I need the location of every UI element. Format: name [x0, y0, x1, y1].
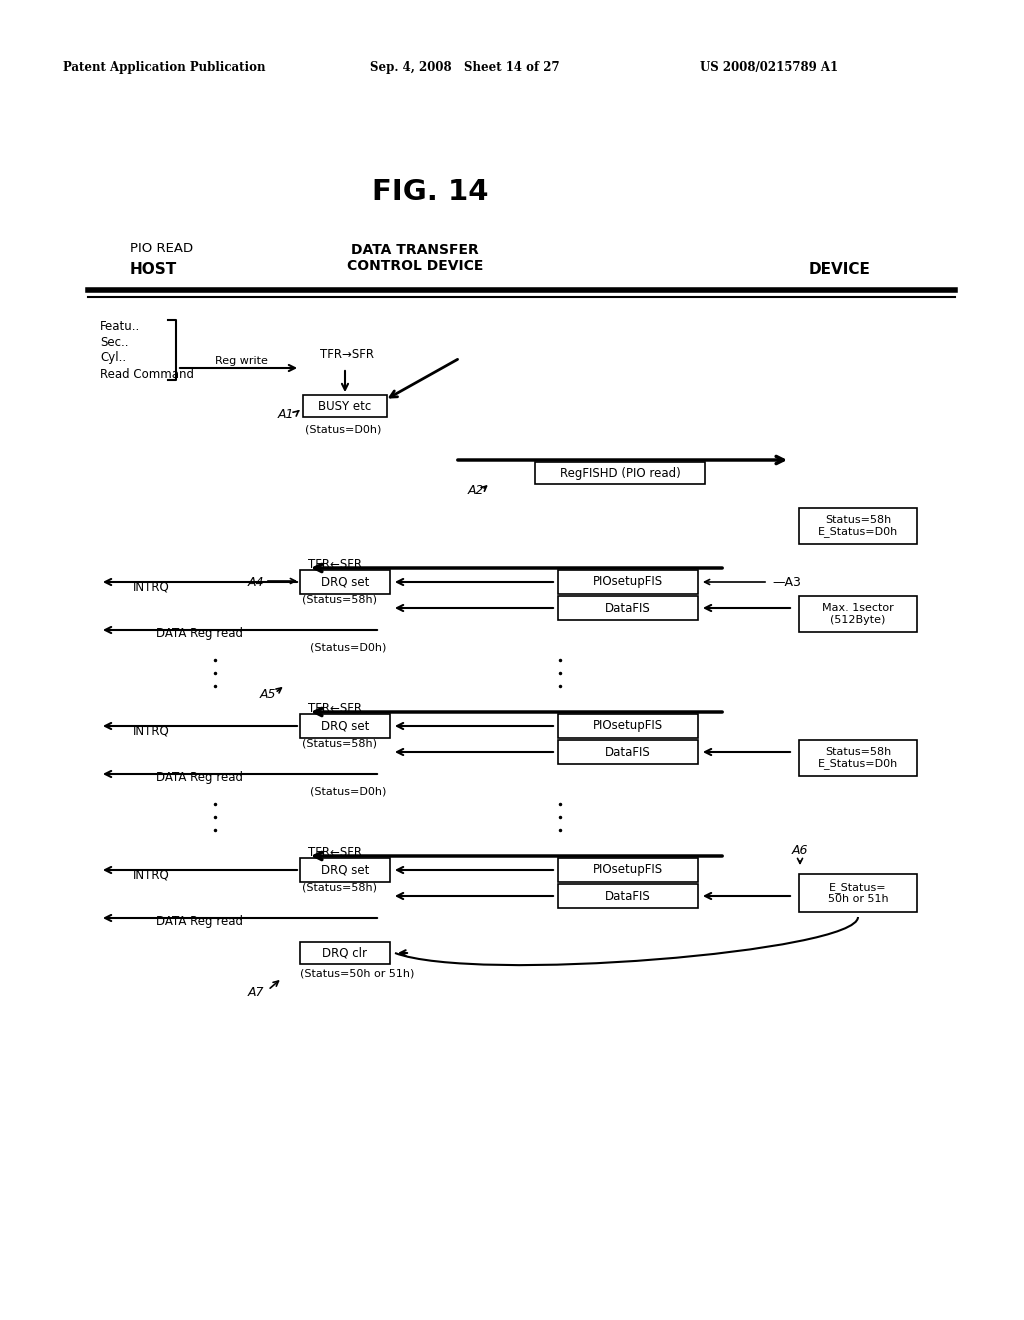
- Text: A5: A5: [260, 689, 276, 701]
- Text: DRQ clr: DRQ clr: [323, 946, 368, 960]
- Text: Reg write: Reg write: [215, 356, 268, 366]
- Text: HOST: HOST: [130, 263, 177, 277]
- FancyBboxPatch shape: [558, 714, 698, 738]
- FancyBboxPatch shape: [799, 597, 918, 632]
- Text: PIOsetupFIS: PIOsetupFIS: [593, 576, 664, 589]
- Text: TFR→SFR: TFR→SFR: [319, 347, 374, 360]
- Text: (Status=D0h): (Status=D0h): [310, 785, 386, 796]
- FancyBboxPatch shape: [535, 462, 705, 484]
- Text: DRQ set: DRQ set: [321, 863, 370, 876]
- FancyBboxPatch shape: [799, 508, 918, 544]
- FancyBboxPatch shape: [300, 858, 390, 882]
- FancyBboxPatch shape: [303, 395, 387, 417]
- Text: DataFIS: DataFIS: [605, 602, 651, 615]
- Text: TFR←SFR: TFR←SFR: [308, 557, 362, 570]
- FancyBboxPatch shape: [558, 597, 698, 620]
- Text: Max. 1sector
(512Byte): Max. 1sector (512Byte): [822, 603, 894, 624]
- Text: TFR←SFR: TFR←SFR: [308, 846, 362, 858]
- Text: A1: A1: [278, 408, 295, 421]
- Text: DEVICE: DEVICE: [809, 263, 871, 277]
- Text: Status=58h
E_Status=D0h: Status=58h E_Status=D0h: [818, 747, 898, 770]
- Text: (Status=D0h): (Status=D0h): [305, 425, 381, 436]
- FancyBboxPatch shape: [799, 741, 918, 776]
- Text: PIO READ: PIO READ: [130, 242, 194, 255]
- FancyBboxPatch shape: [558, 858, 698, 882]
- Text: INTRQ: INTRQ: [133, 725, 170, 738]
- FancyBboxPatch shape: [300, 570, 390, 594]
- Text: DATA Reg read: DATA Reg read: [157, 916, 244, 928]
- Text: (Status=D0h): (Status=D0h): [310, 642, 386, 652]
- Text: Featu..: Featu..: [100, 319, 140, 333]
- Text: Read Command: Read Command: [100, 367, 194, 380]
- Text: DataFIS: DataFIS: [605, 746, 651, 759]
- Text: A4: A4: [248, 576, 264, 589]
- Text: (Status=58h): (Status=58h): [302, 595, 377, 605]
- FancyBboxPatch shape: [799, 874, 918, 912]
- FancyBboxPatch shape: [300, 942, 390, 964]
- Text: A7: A7: [248, 986, 264, 998]
- Text: PIOsetupFIS: PIOsetupFIS: [593, 719, 664, 733]
- FancyBboxPatch shape: [300, 714, 390, 738]
- Text: A6: A6: [792, 843, 809, 857]
- Text: DataFIS: DataFIS: [605, 890, 651, 903]
- Text: TFR←SFR: TFR←SFR: [308, 701, 362, 714]
- Text: Status=58h
E_Status=D0h: Status=58h E_Status=D0h: [818, 515, 898, 537]
- Text: FIG. 14: FIG. 14: [372, 178, 488, 206]
- Text: INTRQ: INTRQ: [133, 581, 170, 594]
- FancyBboxPatch shape: [558, 884, 698, 908]
- Text: PIOsetupFIS: PIOsetupFIS: [593, 863, 664, 876]
- Text: E_Status=
50h or 51h: E_Status= 50h or 51h: [827, 882, 888, 904]
- Text: (Status=50h or 51h): (Status=50h or 51h): [300, 969, 415, 979]
- Text: DATA TRANSFER
CONTROL DEVICE: DATA TRANSFER CONTROL DEVICE: [347, 243, 483, 273]
- Text: Sep. 4, 2008   Sheet 14 of 27: Sep. 4, 2008 Sheet 14 of 27: [370, 62, 560, 74]
- Text: Sec..: Sec..: [100, 335, 128, 348]
- Text: (Status=58h): (Status=58h): [302, 739, 377, 748]
- Text: US 2008/0215789 A1: US 2008/0215789 A1: [700, 62, 838, 74]
- Text: DATA Reg read: DATA Reg read: [157, 771, 244, 784]
- FancyBboxPatch shape: [558, 570, 698, 594]
- Text: DATA Reg read: DATA Reg read: [157, 627, 244, 640]
- FancyBboxPatch shape: [558, 741, 698, 764]
- Text: DRQ set: DRQ set: [321, 576, 370, 589]
- Text: (Status=58h): (Status=58h): [302, 883, 377, 894]
- Text: Patent Application Publication: Patent Application Publication: [63, 62, 265, 74]
- Text: DRQ set: DRQ set: [321, 719, 370, 733]
- Text: Cyl..: Cyl..: [100, 351, 126, 364]
- Text: A2: A2: [468, 483, 484, 496]
- Text: BUSY etc: BUSY etc: [318, 400, 372, 412]
- Text: —A3: —A3: [772, 576, 801, 589]
- Text: INTRQ: INTRQ: [133, 869, 170, 882]
- Text: RegFISHD (PIO read): RegFISHD (PIO read): [560, 466, 680, 479]
